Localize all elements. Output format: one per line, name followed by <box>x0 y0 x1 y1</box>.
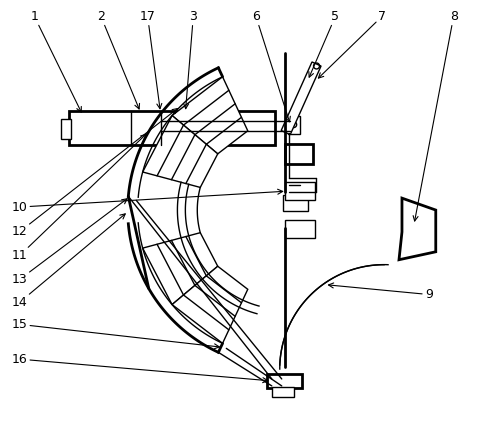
Bar <box>69 111 275 146</box>
Text: 17: 17 <box>140 10 162 109</box>
Text: 11: 11 <box>12 134 146 262</box>
Text: 12: 12 <box>12 108 178 239</box>
Bar <box>272 387 294 397</box>
Bar <box>267 374 301 388</box>
Polygon shape <box>399 198 436 260</box>
Polygon shape <box>172 77 248 154</box>
Bar <box>284 220 314 238</box>
Text: 10: 10 <box>12 189 283 214</box>
Polygon shape <box>172 266 248 343</box>
Text: 3: 3 <box>184 10 197 109</box>
Bar <box>284 182 314 200</box>
Text: 16: 16 <box>12 353 268 383</box>
Text: 14: 14 <box>12 214 125 309</box>
Polygon shape <box>142 232 218 305</box>
Text: 5: 5 <box>309 10 340 77</box>
Polygon shape <box>142 115 218 187</box>
Text: 13: 13 <box>12 199 127 286</box>
Bar <box>283 195 308 211</box>
Text: 15: 15 <box>12 318 219 349</box>
Text: 9: 9 <box>328 283 433 301</box>
Bar <box>61 118 71 139</box>
Text: 1: 1 <box>30 10 81 112</box>
Text: 6: 6 <box>252 10 290 122</box>
Text: 8: 8 <box>413 10 458 221</box>
Text: 2: 2 <box>97 10 140 109</box>
Bar <box>284 145 313 164</box>
Polygon shape <box>281 62 321 135</box>
Bar <box>288 116 299 134</box>
Text: 7: 7 <box>318 10 386 78</box>
